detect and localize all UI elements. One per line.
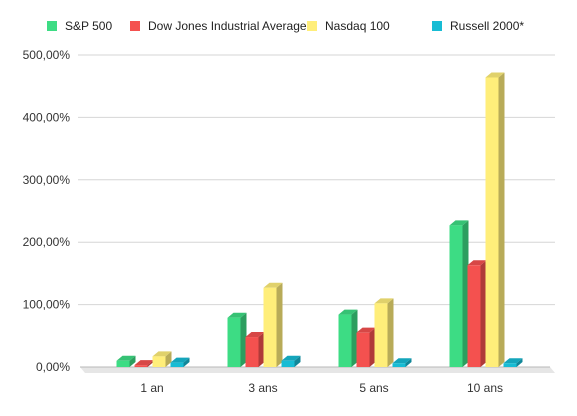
bar: [374, 298, 394, 367]
bar-top: [170, 357, 190, 363]
bar: [263, 282, 283, 367]
y-tick-label: 400,00%: [23, 110, 71, 124]
x-tick-label: 10 ans: [467, 381, 503, 395]
legend-swatch: [47, 21, 57, 31]
bar-side: [498, 72, 505, 368]
bar-top: [356, 327, 376, 333]
bar-front: [449, 225, 463, 367]
legend-label: Russell 2000*: [450, 19, 524, 33]
bar-side: [351, 309, 358, 367]
bar-side: [480, 260, 487, 367]
y-tick-label: 300,00%: [23, 173, 71, 187]
bar: [245, 332, 265, 367]
bar-side: [387, 298, 394, 367]
bar: [392, 358, 412, 367]
legend-item: Dow Jones Industrial Average: [130, 19, 307, 33]
bar-front: [116, 360, 130, 367]
legend-item: S&P 500: [47, 19, 112, 33]
bar-side: [147, 360, 154, 367]
bar-top: [116, 355, 136, 361]
x-tick-label: 5 ans: [359, 381, 388, 395]
legend-label: Dow Jones Industrial Average: [148, 19, 307, 33]
legend-label: Nasdaq 100: [325, 19, 390, 33]
y-axis: 0,00% 100,00% 200,00% 300,00% 400,00% 500,00%: [23, 48, 71, 374]
bar: [503, 358, 523, 367]
bar-top: [281, 355, 301, 361]
bar: [152, 351, 172, 367]
x-axis: 1 an 3 ans 5 ans 10 ans: [140, 381, 503, 395]
legend-swatch: [130, 21, 140, 31]
legend-item: Nasdaq 100: [307, 19, 390, 33]
legend-swatch: [432, 21, 442, 31]
bar: [338, 309, 358, 367]
bar-top: [263, 282, 283, 288]
bar-front: [356, 332, 370, 367]
legend-item: Russell 2000*: [432, 19, 524, 33]
bar: [467, 260, 487, 367]
bar-front: [392, 363, 406, 367]
bar-top: [227, 312, 247, 318]
bar: [281, 355, 301, 367]
bar-side: [258, 332, 265, 367]
bar-top: [245, 332, 265, 338]
bar-top: [503, 358, 523, 364]
legend-swatch: [307, 21, 317, 31]
bar-side: [240, 312, 247, 367]
bar-top: [374, 298, 394, 304]
bar-top: [485, 72, 505, 78]
bar-side: [405, 358, 412, 367]
floor-plane: [80, 367, 555, 373]
legend: S&P 500 Dow Jones Industrial Average Nasda…: [47, 19, 524, 33]
bar: [134, 360, 154, 367]
bar-front: [227, 317, 241, 367]
bar: [485, 72, 505, 368]
x-tick-label: 1 an: [140, 381, 163, 395]
x-tick-label: 3 ans: [248, 381, 277, 395]
y-tick-label: 100,00%: [23, 298, 71, 312]
legend-label: S&P 500: [65, 19, 112, 33]
bar-side: [462, 220, 469, 367]
bar-front: [134, 365, 148, 367]
bar-side: [165, 351, 172, 367]
bar-front: [170, 362, 184, 367]
bar-top: [152, 351, 172, 357]
bar-front: [281, 360, 295, 367]
bar-side: [516, 358, 523, 367]
bar-top: [467, 260, 487, 266]
bar-front: [485, 77, 499, 368]
bar: [356, 327, 376, 367]
bar-side: [294, 355, 301, 367]
chart-floor: [80, 366, 555, 373]
bar-top: [134, 360, 154, 366]
bar-side: [276, 282, 283, 367]
bar-front: [503, 363, 517, 367]
bar-front: [338, 314, 352, 367]
bar-top: [449, 220, 469, 226]
bar-front: [374, 303, 388, 367]
bar-front: [263, 287, 277, 367]
y-tick-label: 200,00%: [23, 235, 71, 249]
bar-front: [152, 356, 166, 367]
bar-side: [369, 327, 376, 367]
bar: [170, 357, 190, 367]
bar: [449, 220, 469, 367]
y-tick-label: 500,00%: [23, 48, 71, 62]
bar-front: [467, 265, 481, 367]
bar: [227, 312, 247, 367]
bar-top: [338, 309, 358, 315]
bar-side: [129, 355, 136, 367]
bar-side: [183, 357, 190, 367]
y-tick-label: 0,00%: [36, 360, 70, 374]
bars: [116, 72, 523, 368]
bar-top: [392, 358, 412, 364]
bar-front: [245, 337, 259, 367]
bar: [116, 355, 136, 367]
